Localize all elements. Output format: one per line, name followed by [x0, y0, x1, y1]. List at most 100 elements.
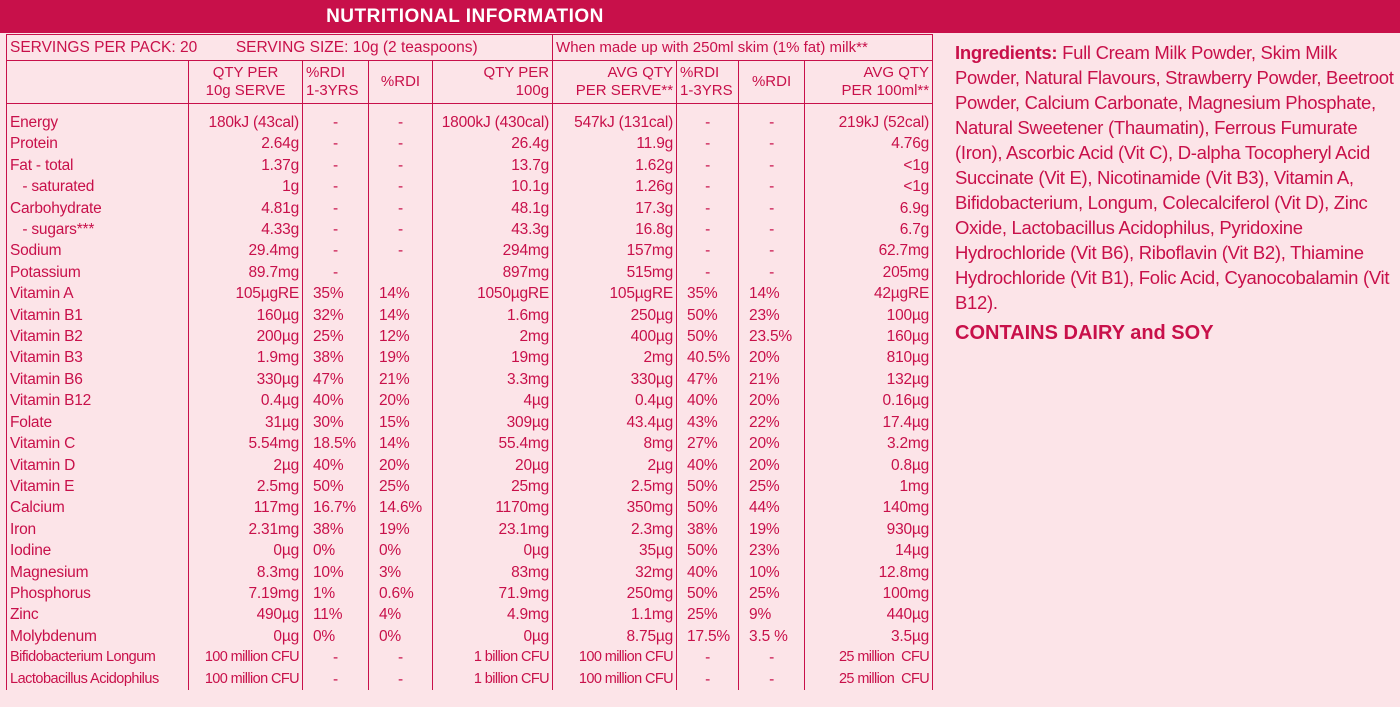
- table-cell: 219kJ (52cal): [804, 112, 934, 134]
- table-cell: 50%: [676, 540, 740, 562]
- header-avg-qty-per-serve: AVG QTY PER SERVE**: [552, 60, 678, 104]
- table-cell: 14%: [368, 433, 433, 455]
- page-title: NUTRITIONAL INFORMATION: [326, 6, 604, 27]
- table-cell: -: [302, 240, 369, 262]
- nutrient-name: Zinc: [6, 604, 189, 626]
- table-cell: 205mg: [804, 261, 934, 284]
- table-row: Folate 31µg 30% 15% 309µg 43.4µg 43% 22% 17.4µg: [6, 411, 934, 434]
- table-cell: 330µg: [188, 368, 303, 391]
- nutrient-name: Calcium: [6, 497, 189, 519]
- table-cell: -: [368, 197, 433, 220]
- table-row: Vitamin B12 0.4µg 40% 20% 4µg 0.4µg 40% 20% 0.16…: [6, 390, 934, 412]
- header-avg-qty-per-100ml: AVG QTY PER 100ml**: [804, 60, 934, 104]
- nutrient-name: - sugars***: [6, 219, 189, 241]
- table-cell: 1 billion CFU: [431, 647, 554, 669]
- table-cell: 89.7mg: [188, 261, 303, 284]
- table-cell: 1170mg: [431, 497, 554, 519]
- table-row: Phosphorus 7.19mg 1% 0.6% 71.9mg 250mg 50% 25% 1…: [6, 582, 934, 605]
- table-cell: 0.6%: [368, 582, 433, 605]
- table-row: Vitamin D 2µg 40% 20% 20µg 2µg 40% 20% 0.8µg: [6, 454, 934, 476]
- table-cell: 132µg: [804, 368, 934, 391]
- nutrient-name: Vitamin B2: [6, 326, 189, 348]
- table-cell: -: [676, 154, 740, 177]
- table-cell: -: [302, 647, 369, 669]
- table-cell: 1800kJ (430cal): [431, 112, 554, 134]
- table-cell: 14%: [738, 283, 806, 305]
- table-cell: -: [738, 154, 806, 177]
- table-cell: 0%: [368, 625, 433, 648]
- table-cell: 40%: [302, 390, 369, 412]
- table-cell: 8mg: [552, 433, 678, 455]
- table-cell: 17.5%: [676, 625, 740, 648]
- table-cell: -: [738, 647, 806, 669]
- header-nutrient: [6, 60, 189, 104]
- table-cell: 40.5%: [676, 347, 740, 369]
- table-cell: -: [676, 197, 740, 220]
- table-cell: 19%: [368, 518, 433, 541]
- nutrient-name: Vitamin E: [6, 475, 189, 498]
- table-cell: 1.37g: [188, 154, 303, 177]
- table-cell: -: [368, 240, 433, 262]
- table-row: Sodium 29.4mg - -294mg 157mg - -62.7mg: [6, 240, 934, 262]
- table-cell: -: [738, 197, 806, 220]
- table-cell: 2.5mg: [552, 475, 678, 498]
- table-cell: 250mg: [552, 582, 678, 605]
- table-cell: -: [302, 154, 369, 177]
- nutrient-name: Lactobacillus Acidophilus: [6, 668, 189, 690]
- table-cell: -: [738, 133, 806, 155]
- table-cell: 330µg: [552, 368, 678, 391]
- table-cell: 30%: [302, 411, 369, 434]
- header-rdi: %RDI: [368, 60, 433, 104]
- table-cell: 0.4µg: [552, 390, 678, 412]
- table-cell: 29.4mg: [188, 240, 303, 262]
- table-cell: -: [676, 261, 740, 284]
- table-row: Vitamin E 2.5mg 50% 25% 25mg 2.5mg 50% 25% 1mg: [6, 475, 934, 498]
- table-cell: 15%: [368, 411, 433, 434]
- table-cell: 0µg: [431, 625, 554, 648]
- table-row: Vitamin B2 200µg 25% 12% 2mg 400µg 50% 23.5% 160…: [6, 326, 934, 348]
- nutrient-name: Vitamin B1: [6, 304, 189, 327]
- table-cell: 10.1g: [431, 176, 554, 198]
- table-cell: 17.4µg: [804, 411, 934, 434]
- serving-size: SERVING SIZE: 10g (2 teaspoons): [235, 39, 478, 56]
- table-row: Energy 180kJ (43cal) - -1800kJ (430cal) 547k…: [6, 112, 934, 134]
- table-cell: -: [738, 668, 806, 690]
- table-cell: 7.19mg: [188, 582, 303, 605]
- nutrient-name: Vitamin B12: [6, 390, 189, 412]
- table-cell: -: [302, 112, 369, 134]
- table-cell: 20µg: [431, 454, 554, 476]
- nutrient-name: Carbohydrate: [6, 197, 189, 220]
- table-cell: -: [368, 133, 433, 155]
- table-cell: 14µg: [804, 540, 934, 562]
- table-cell: 32%: [302, 304, 369, 327]
- table-cell: 43.3g: [431, 219, 554, 241]
- serving-info: SERVINGS PER PACK: 20 SERVING SIZE: 10g …: [5, 34, 554, 61]
- nutrient-name: Phosphorus: [6, 582, 189, 605]
- table-cell: 19%: [738, 518, 806, 541]
- table-cell: 4%: [368, 604, 433, 626]
- table-cell: 105µgRE: [188, 283, 303, 305]
- nutrient-name: Energy: [6, 112, 189, 134]
- table-cell: <1g: [804, 154, 934, 177]
- nutrient-rows: Energy 180kJ (43cal) - -1800kJ (430cal) 547k…: [6, 112, 934, 690]
- header-bar: [0, 0, 1400, 33]
- table-cell: -: [368, 112, 433, 134]
- table-cell: 40%: [676, 390, 740, 412]
- table-cell: 83mg: [431, 561, 554, 583]
- table-cell: 25%: [302, 326, 369, 348]
- table-cell: 23.1mg: [431, 518, 554, 541]
- table-cell: 13.7g: [431, 154, 554, 177]
- table-cell: -: [302, 668, 369, 690]
- table-cell: 200µg: [188, 326, 303, 348]
- table-cell: 20%: [738, 454, 806, 476]
- table-cell: 547kJ (131cal): [552, 112, 678, 134]
- table-cell: [368, 261, 433, 284]
- nutrition-table: SERVINGS PER PACK: 20 SERVING SIZE: 10g …: [5, 34, 934, 690]
- table-cell: 47%: [676, 368, 740, 391]
- header-made-rdi: %RDI: [738, 60, 806, 104]
- table-cell: -: [676, 647, 740, 669]
- nutrient-name: Iron: [6, 518, 189, 541]
- table-cell: -: [368, 176, 433, 198]
- nutrient-name: Vitamin D: [6, 454, 189, 476]
- table-cell: -: [676, 176, 740, 198]
